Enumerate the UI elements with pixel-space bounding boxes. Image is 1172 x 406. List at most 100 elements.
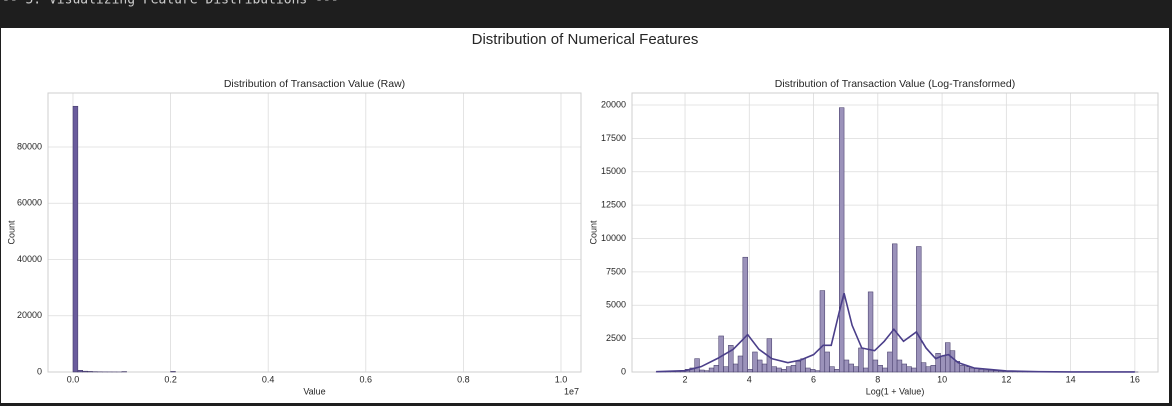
histogram-bar xyxy=(72,105,79,373)
figure-title: Distribution of Numerical Features xyxy=(472,31,699,48)
histogram-bar xyxy=(728,345,734,373)
histogram-bar xyxy=(790,365,797,373)
y-tick-label: 0 xyxy=(37,366,42,376)
histogram-bar xyxy=(940,355,946,373)
histogram-bar xyxy=(776,367,782,373)
histogram-bar xyxy=(867,291,874,373)
chart-title: Distribution of Transaction Value (Raw) xyxy=(224,78,405,90)
histogram-bar xyxy=(757,359,763,373)
histogram-bar xyxy=(964,366,970,373)
y-tick-label: 80000 xyxy=(17,141,42,151)
histogram-bar xyxy=(742,256,748,373)
histogram-bar xyxy=(761,363,768,373)
histogram-bar xyxy=(77,370,83,373)
figure xyxy=(1,28,1169,403)
histogram-bar xyxy=(887,351,893,373)
histogram-bar xyxy=(839,107,845,373)
histogram-bar xyxy=(853,366,859,373)
y-tick-label: 20000 xyxy=(17,310,42,320)
plot-frame xyxy=(47,92,582,373)
x-tick-label: 10 xyxy=(937,374,947,384)
y-tick-label: 60000 xyxy=(17,198,42,208)
x-tick-label: 0.8 xyxy=(457,374,470,384)
histogram-bar xyxy=(718,335,724,373)
x-tick-label: 0.0 xyxy=(67,374,80,384)
y-tick-label: 5000 xyxy=(606,300,626,310)
x-tick-label: 8 xyxy=(875,374,880,384)
histogram-bar xyxy=(901,363,907,373)
histogram-bar xyxy=(800,358,806,373)
histogram-bar xyxy=(983,369,989,373)
x-offset-label: 1e7 xyxy=(564,386,579,396)
histogram-bar xyxy=(916,246,922,373)
cell-output-header: -- 5. Visualizing Feature Distributions … xyxy=(2,0,339,8)
y-axis-label: Count xyxy=(588,220,598,245)
y-tick-label: 17500 xyxy=(601,133,626,143)
histogram-bar xyxy=(737,355,744,373)
y-tick-label: 20000 xyxy=(601,99,626,109)
x-tick-label: 14 xyxy=(1066,374,1076,384)
histogram-bar xyxy=(771,366,777,373)
histogram-bar xyxy=(781,369,787,373)
histogram-bar xyxy=(699,369,705,373)
histogram-bar xyxy=(723,366,729,373)
histogram-bar xyxy=(930,365,936,373)
histogram-bar xyxy=(805,367,811,373)
histogram-bar xyxy=(704,370,710,373)
histogram-bar xyxy=(747,369,753,373)
histogram-bar xyxy=(896,359,903,373)
histogram-bar xyxy=(87,371,93,373)
histogram-bar xyxy=(945,342,951,373)
histogram-bar xyxy=(906,366,912,373)
histogram-bar xyxy=(978,369,985,373)
y-axis-label: Count xyxy=(6,220,16,245)
histogram-bar xyxy=(959,365,965,373)
histogram-bar xyxy=(949,350,956,373)
x-tick-label: 1.0 xyxy=(555,374,568,384)
histogram-bar xyxy=(82,370,88,373)
histogram-bar xyxy=(863,367,869,373)
kde-line xyxy=(656,293,1135,373)
x-tick-label: 12 xyxy=(1001,374,1011,384)
y-tick-label: 40000 xyxy=(17,254,42,264)
histogram-bar xyxy=(819,290,826,373)
histogram-bar xyxy=(795,361,801,373)
histogram-bar xyxy=(752,351,758,373)
histogram-bar xyxy=(877,365,883,373)
histogram-bar xyxy=(732,363,739,373)
histogram-bar xyxy=(713,365,720,373)
x-tick-label: 0.4 xyxy=(262,374,275,384)
y-tick-label: 12500 xyxy=(601,200,626,210)
histogram-bar xyxy=(925,366,932,373)
x-axis-label: Log(1 + Value) xyxy=(866,386,925,396)
x-tick-label: 0.6 xyxy=(360,374,373,384)
x-axis-label: Value xyxy=(303,386,325,396)
histogram-bar xyxy=(810,369,816,373)
histogram-bar xyxy=(911,367,917,373)
x-tick-label: 4 xyxy=(747,374,752,384)
y-tick-label: 7500 xyxy=(606,266,626,276)
chart-title: Distribution of Transaction Value (Log-T… xyxy=(775,78,1015,90)
histogram-bar xyxy=(882,367,888,373)
histogram-bar xyxy=(872,359,879,373)
histogram-bar xyxy=(694,358,700,373)
histogram-bar xyxy=(834,369,840,373)
histogram-bar xyxy=(920,362,927,373)
x-tick-label: 2 xyxy=(683,374,688,384)
histogram-bar xyxy=(785,366,792,373)
histogram-bar xyxy=(858,347,864,373)
histogram-bar xyxy=(708,367,715,373)
y-tick-label: 15000 xyxy=(601,166,626,176)
y-tick-label: 10000 xyxy=(601,233,626,243)
histogram-bar xyxy=(829,366,835,373)
x-tick-label: 0.2 xyxy=(164,374,177,384)
x-tick-label: 16 xyxy=(1130,374,1140,384)
histogram-bar xyxy=(848,363,854,373)
histogram-bar xyxy=(824,351,830,373)
histogram-bar xyxy=(843,359,850,373)
x-tick-label: 6 xyxy=(811,374,816,384)
y-tick-label: 0 xyxy=(621,366,626,376)
histogram-bar xyxy=(814,370,821,373)
